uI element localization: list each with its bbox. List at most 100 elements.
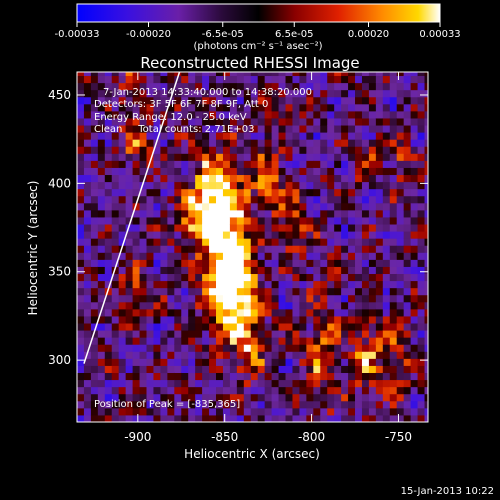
heatmap-cell (195, 160, 203, 168)
heatmap-cell (257, 386, 266, 395)
heatmap-cell (77, 372, 85, 381)
heatmap-cell (104, 209, 113, 218)
heatmap-cell (382, 337, 391, 345)
heatmap-cell (188, 252, 196, 260)
heatmap-cell (320, 301, 328, 310)
heatmap-cell (111, 266, 120, 275)
heatmap-cell (368, 414, 377, 422)
heatmap-cell (104, 407, 113, 416)
heatmap-cell (285, 125, 293, 133)
heatmap-cell (188, 96, 196, 105)
heatmap-cell (375, 266, 384, 275)
heatmap-cell (236, 72, 245, 77)
heatmap-cell (355, 266, 363, 275)
heatmap-cell (341, 273, 349, 282)
heatmap-cell (396, 125, 405, 133)
heatmap-cell (396, 358, 405, 366)
heatmap-cell (77, 287, 85, 296)
heatmap-cell (125, 216, 134, 225)
heatmap-cell (285, 167, 293, 176)
heatmap-cell (299, 287, 307, 296)
heatmap-cell (222, 252, 231, 260)
colorbar-tick-label: 0.00033 (419, 29, 460, 40)
heatmap-cell (355, 224, 363, 232)
heatmap-cell (250, 209, 259, 218)
heatmap-cell (250, 167, 259, 176)
heatmap-cell (104, 153, 113, 161)
heatmap-cell (382, 160, 391, 168)
heatmap-cell (271, 273, 280, 282)
heatmap-cell (222, 181, 231, 190)
heatmap-cell (77, 146, 85, 154)
heatmap-cell (348, 358, 356, 366)
heatmap-cell (125, 365, 134, 374)
heatmap-cell (243, 153, 252, 161)
heatmap-cell (160, 308, 168, 317)
heatmap-cell (104, 386, 113, 395)
heatmap-cell (222, 72, 231, 77)
heatmap-cell (389, 337, 398, 345)
heatmap-cell (375, 323, 384, 331)
heatmap-cell (236, 75, 245, 84)
heatmap-cell (285, 160, 293, 168)
heatmap-cell (153, 365, 161, 374)
heatmap-cell (250, 365, 259, 374)
heatmap-cell (146, 315, 154, 324)
heatmap-cell (417, 96, 426, 105)
heatmap-cell (181, 195, 189, 204)
heatmap-cell (229, 195, 238, 204)
heatmap-cell (417, 132, 426, 140)
heatmap-cell (139, 273, 148, 282)
heatmap-cell (209, 238, 217, 246)
heatmap-cell (174, 344, 182, 352)
heatmap-cell (410, 103, 419, 112)
heatmap-cell (403, 358, 412, 366)
heatmap-cell (348, 238, 356, 246)
heatmap-cell (132, 252, 141, 260)
heatmap-cell (111, 89, 120, 98)
heatmap-cell (146, 301, 154, 310)
heatmap-cell (97, 238, 106, 246)
heatmap-cell (111, 82, 120, 91)
heatmap-cell (132, 160, 141, 168)
heatmap-cell (361, 153, 370, 161)
heatmap-cell (348, 287, 356, 296)
heatmap-cell (389, 386, 398, 395)
heatmap-cell (111, 407, 120, 416)
heatmap-cell (139, 287, 148, 296)
heatmap-cell (160, 393, 168, 402)
heatmap-cell (292, 414, 300, 422)
heatmap-cell (313, 117, 321, 126)
heatmap-cell (181, 146, 189, 154)
heatmap-cell (403, 407, 412, 416)
heatmap-cell (264, 72, 273, 77)
heatmap-cell (410, 337, 419, 345)
heatmap-cell (348, 351, 356, 359)
heatmap-cell (271, 146, 280, 154)
heatmap-cell (132, 209, 141, 218)
heatmap-cell (90, 372, 99, 381)
heatmap-cell (389, 75, 398, 84)
heatmap-cell (382, 209, 391, 218)
heatmap-cell (306, 358, 314, 366)
heatmap-cell (97, 308, 106, 317)
heatmap-cell (160, 287, 168, 296)
heatmap-cell (111, 308, 120, 317)
heatmap-cell (320, 414, 328, 422)
heatmap-cell (403, 181, 412, 190)
heatmap-cell (313, 344, 321, 352)
heatmap-cell (209, 252, 217, 260)
heatmap-cell (83, 351, 92, 359)
heatmap-cell (160, 231, 168, 239)
heatmap-cell (188, 110, 196, 119)
heatmap-cell (125, 337, 134, 345)
heatmap-cell (257, 393, 266, 402)
heatmap-cell (341, 245, 349, 253)
heatmap-cell (139, 280, 148, 289)
heatmap-cell (216, 96, 224, 105)
heatmap-cell (222, 414, 231, 422)
heatmap-cell (382, 153, 391, 161)
heatmap-cell (77, 75, 85, 84)
heatmap-cell (382, 89, 391, 98)
heatmap-cell (348, 96, 356, 105)
